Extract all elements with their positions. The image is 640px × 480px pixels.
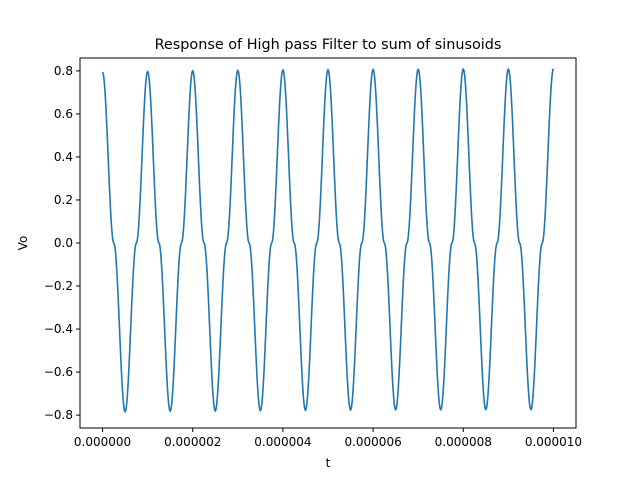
plot-area: [101, 68, 555, 413]
y-tick-label: 0.6: [54, 107, 73, 121]
y-axis-label: Vo: [16, 236, 30, 251]
y-tick-label: −0.8: [44, 408, 73, 422]
y-tick-label: −0.2: [44, 279, 73, 293]
x-tick-label: 0.000008: [435, 435, 492, 449]
x-axis-label: t: [326, 456, 331, 470]
y-axis: −0.8 −0.6 −0.4 −0.2 0.0 0.2 0.4 0.6 0.8: [44, 64, 80, 422]
y-tick-label: 0.8: [54, 64, 73, 78]
x-axis: 0.000000 0.000002 0.000004 0.000006 0.000008…: [74, 428, 582, 449]
x-tick-label: 0.000000: [74, 435, 131, 449]
y-tick-label: 0.0: [54, 236, 73, 250]
y-tick-label: 0.4: [54, 150, 73, 164]
chart-title: Response of High pass Filter to sum of s…: [155, 37, 502, 53]
series-line-0: [101, 68, 555, 413]
y-tick-label: −0.6: [44, 365, 73, 379]
x-tick-label: 0.000002: [164, 435, 221, 449]
y-tick-label: 0.2: [54, 193, 73, 207]
y-tick-label: −0.4: [44, 322, 73, 336]
x-tick-label: 0.000006: [344, 435, 401, 449]
x-tick-label: 0.000004: [254, 435, 311, 449]
x-tick-label: 0.000010: [525, 435, 582, 449]
